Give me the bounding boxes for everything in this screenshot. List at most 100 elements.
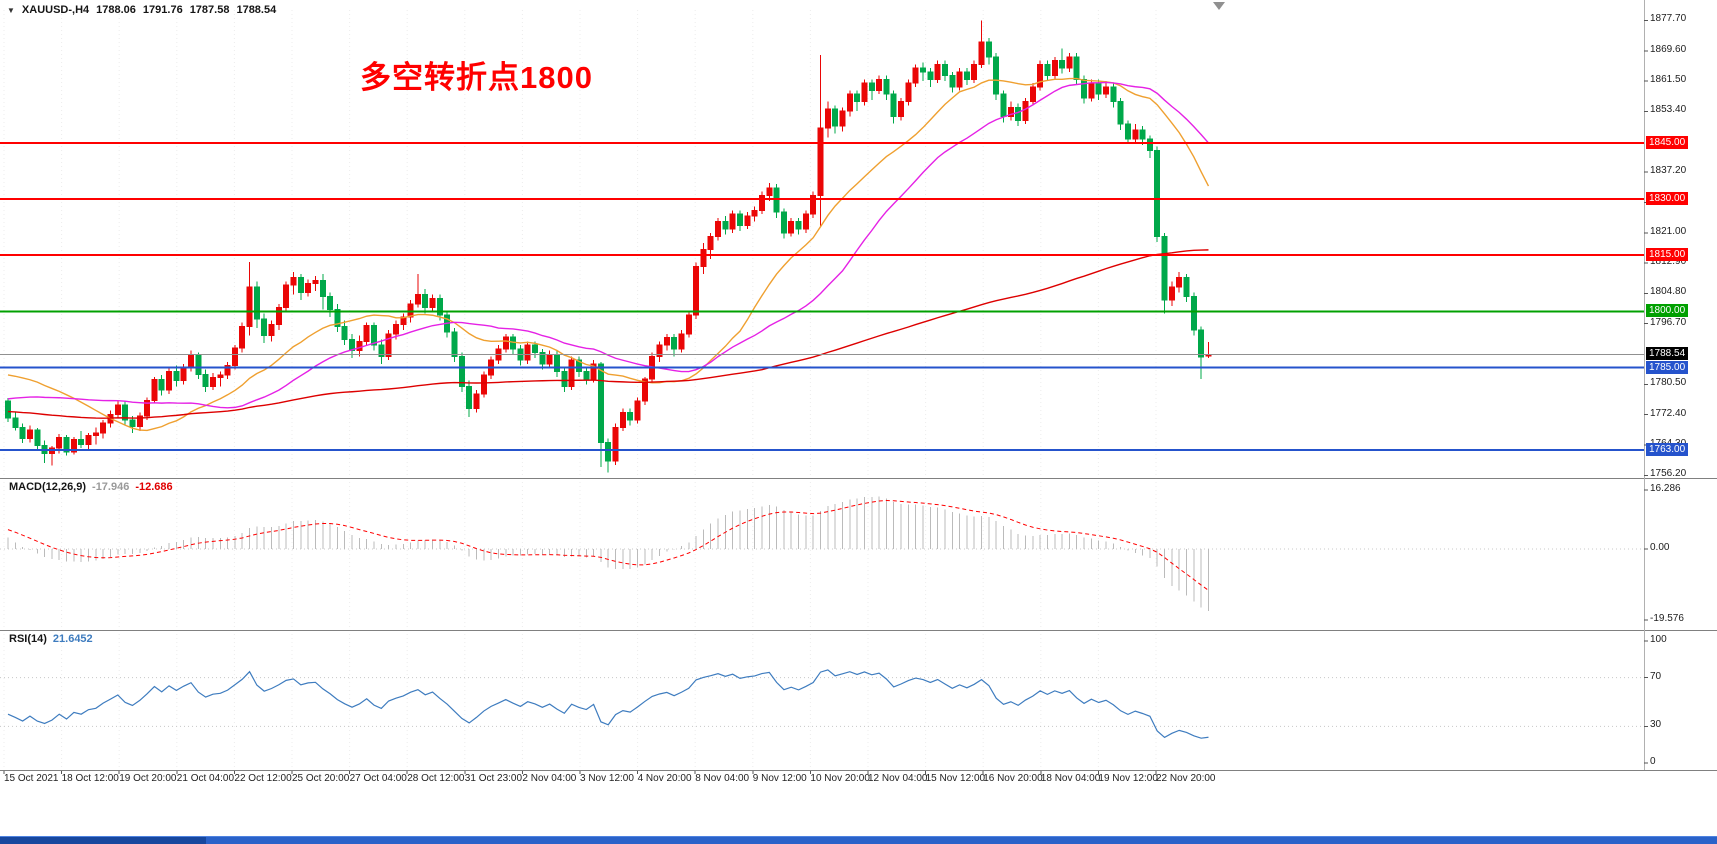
candle-down	[202, 373, 209, 387]
candle-down	[737, 213, 743, 226]
axis-scale-label: 100	[1650, 634, 1667, 645]
candle-up	[85, 435, 92, 445]
candle-up	[788, 221, 795, 234]
candle-down	[173, 370, 180, 382]
time-axis-label: 18 Oct 12:00	[61, 773, 119, 784]
axis-scale-label: 0	[1650, 756, 1656, 767]
candle-down	[1000, 93, 1007, 118]
candle-up	[729, 213, 736, 230]
time-axis-label: 10 Nov 20:00	[810, 773, 870, 784]
candle-down	[575, 359, 582, 372]
candle-up	[751, 209, 758, 217]
axis-scale-label: 1837.20	[1650, 165, 1687, 177]
candle-down	[297, 277, 304, 294]
candle-down	[319, 280, 326, 297]
candle-down	[378, 344, 385, 357]
candle-down	[554, 353, 560, 372]
candle-down	[122, 404, 129, 421]
ohlc-close-value: 1788.54	[236, 4, 277, 16]
candle-down	[1161, 236, 1168, 301]
candle-up	[70, 438, 77, 453]
candle-up	[641, 378, 648, 402]
candle-up	[1022, 101, 1029, 121]
candle-down	[890, 93, 897, 118]
candle-up	[876, 78, 883, 91]
candle-up	[693, 265, 700, 316]
price-tag: 1785.00	[1646, 360, 1689, 374]
ohlc-low-value: 1787.58	[189, 4, 230, 16]
candle-up	[283, 284, 290, 309]
time-axis-label: 18 Nov 04:00	[1040, 773, 1101, 784]
candle-down	[1073, 56, 1080, 80]
axis-scale-label: 1861.50	[1650, 74, 1687, 86]
candle-down	[371, 325, 377, 346]
candle-down	[341, 325, 348, 340]
candle-up	[678, 333, 685, 350]
candle-up	[590, 363, 597, 380]
taskbar-active-segment[interactable]	[0, 837, 206, 844]
candle-down	[458, 355, 465, 387]
macd-name-label: MACD(12,26,9)	[9, 481, 87, 493]
axis-scale-label: 1796.70	[1650, 316, 1687, 328]
candle-up	[824, 108, 831, 129]
candle-up	[1176, 277, 1183, 288]
candle-down	[422, 294, 429, 309]
candle-up	[898, 101, 905, 118]
axis-scale-label: 1853.40	[1650, 104, 1687, 116]
candle-up	[956, 71, 963, 88]
candle-down	[1124, 123, 1131, 140]
candle-down	[334, 309, 341, 327]
time-axis-label: 27 Oct 04:00	[349, 773, 407, 784]
time-axis-label: 2 Nov 04:00	[522, 773, 577, 784]
candle-up	[758, 194, 765, 211]
candle-up	[568, 359, 575, 387]
candle-up	[1007, 106, 1014, 118]
time-axis-label: 8 Nov 04:00	[695, 773, 750, 784]
symbol-marker-icon: ▼	[7, 6, 15, 15]
time-axis-label: 19 Oct 20:00	[119, 773, 177, 784]
candle-down	[12, 417, 19, 428]
taskbar-strip[interactable]	[0, 836, 1717, 844]
time-axis-label: 22 Oct 12:00	[234, 773, 292, 784]
candle-down	[1059, 60, 1066, 69]
symbol-timeframe-label: XAUUSD-,H4	[21, 4, 90, 16]
rsi-line	[7, 669, 1209, 739]
rsi-name-label: RSI(14)	[9, 633, 47, 645]
candle-down	[985, 41, 992, 58]
candle-up	[305, 282, 312, 294]
candle-down	[927, 71, 934, 80]
chart-annotation-text[interactable]: 多空转折点1800	[360, 60, 593, 95]
ma-line-20	[7, 77, 1210, 432]
ohlc-high-value: 1791.76	[142, 4, 183, 16]
candle-down	[583, 370, 590, 380]
candle-up	[656, 344, 663, 357]
candle-down	[832, 108, 839, 127]
time-axis-label: 9 Nov 12:00	[752, 773, 807, 784]
candle-up	[392, 323, 399, 335]
candle-up	[810, 194, 817, 215]
candle-up	[166, 370, 173, 391]
candle-down	[532, 344, 539, 354]
candle-up	[846, 93, 853, 112]
candle-down	[1198, 329, 1205, 358]
candle-up	[356, 340, 363, 352]
price-tag: 1815.00	[1646, 248, 1689, 262]
ma-line-34	[7, 81, 1210, 409]
candle-down	[561, 370, 568, 387]
candle-up	[934, 63, 941, 80]
time-axis-label: 16 Nov 20:00	[983, 773, 1043, 784]
axis-scale-label: 1772.40	[1650, 407, 1687, 419]
candle-down	[722, 221, 729, 230]
axis-scale-label: 1821.00	[1650, 225, 1687, 237]
price-tag: 1763.00	[1646, 442, 1689, 456]
candle-up	[744, 215, 751, 226]
candle-down	[1081, 78, 1088, 99]
time-axis-label: 21 Oct 04:00	[176, 773, 235, 784]
candle-up	[905, 82, 912, 103]
candle-up	[663, 337, 670, 346]
candle-up	[100, 422, 107, 434]
candle-up	[180, 366, 187, 382]
candle-up	[978, 41, 985, 65]
candle-up	[275, 307, 282, 325]
